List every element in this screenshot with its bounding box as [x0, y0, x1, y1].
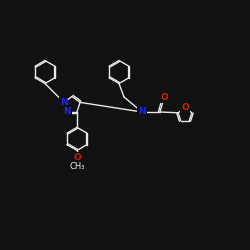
Text: O: O — [181, 103, 189, 112]
Text: O: O — [73, 153, 81, 162]
Text: N: N — [60, 98, 68, 107]
Text: N: N — [138, 108, 146, 116]
Text: N: N — [63, 108, 71, 116]
Text: CH₃: CH₃ — [69, 162, 85, 171]
Text: O: O — [160, 94, 168, 102]
